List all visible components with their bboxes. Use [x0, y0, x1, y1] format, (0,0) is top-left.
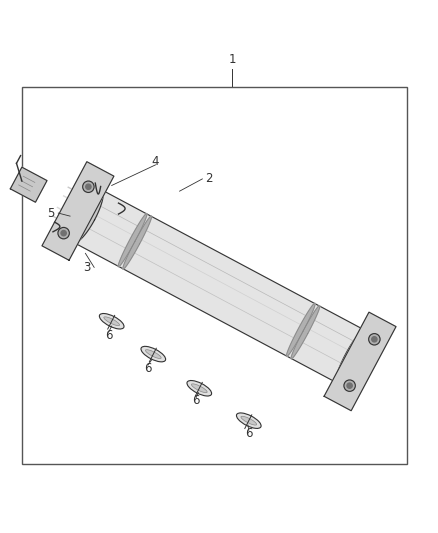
Ellipse shape — [145, 350, 161, 359]
Polygon shape — [336, 330, 365, 383]
Circle shape — [83, 181, 94, 192]
Circle shape — [369, 334, 380, 345]
Text: 6: 6 — [192, 394, 200, 407]
Circle shape — [344, 380, 355, 391]
Ellipse shape — [191, 384, 207, 393]
Circle shape — [58, 228, 69, 239]
Polygon shape — [324, 312, 396, 411]
Ellipse shape — [187, 381, 212, 396]
Ellipse shape — [99, 313, 124, 329]
Polygon shape — [72, 190, 103, 243]
Polygon shape — [11, 167, 47, 202]
Text: 6: 6 — [144, 362, 152, 375]
Polygon shape — [291, 306, 320, 359]
Text: 6: 6 — [245, 427, 253, 440]
Circle shape — [61, 230, 66, 236]
Polygon shape — [74, 190, 364, 383]
Ellipse shape — [141, 346, 166, 362]
Polygon shape — [42, 161, 114, 260]
Circle shape — [372, 337, 377, 342]
Text: 4: 4 — [152, 155, 159, 168]
Text: 3: 3 — [83, 261, 90, 274]
Polygon shape — [123, 216, 152, 269]
Ellipse shape — [237, 413, 261, 429]
Ellipse shape — [241, 416, 257, 425]
Text: 1: 1 — [228, 53, 236, 66]
Circle shape — [86, 184, 91, 189]
Bar — [22, 87, 407, 464]
Polygon shape — [286, 303, 315, 357]
Text: 6: 6 — [105, 329, 113, 342]
Text: 2: 2 — [205, 172, 213, 185]
Text: 5: 5 — [47, 207, 54, 220]
Polygon shape — [118, 214, 147, 266]
Ellipse shape — [104, 317, 120, 326]
Circle shape — [347, 383, 352, 388]
